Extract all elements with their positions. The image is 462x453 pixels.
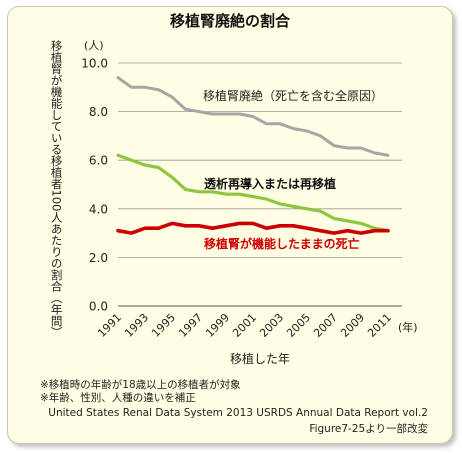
y-unit-label: (人): [84, 39, 104, 52]
x-tick-label: 1993: [122, 311, 151, 340]
chart-title: 移植腎廃絶の割合: [169, 12, 290, 30]
series-label-3: 移植腎が機能したままの死亡: [204, 236, 360, 251]
x-axis-label: 移植した年: [229, 352, 290, 366]
x-tick-label: 2011: [365, 311, 394, 340]
x-tick-label: 2007: [311, 311, 340, 340]
series-label-1: 移植腎廃絶（死亡を含む全原因）: [203, 88, 383, 103]
y-tick-label: 0.0: [89, 300, 108, 314]
y-axis-label: 移植腎が機能している移植者100人あたりの割合（年間）: [49, 40, 64, 338]
footnote-age: ※移植時の年齢が18歳以上の移植者が対象: [40, 379, 241, 391]
y-tick-label: 4.0: [89, 202, 108, 216]
y-tick-label: 8.0: [89, 105, 108, 119]
y-tick-label: 2.0: [89, 251, 108, 265]
x-tick-label: 2003: [257, 311, 286, 340]
x-tick-label: 2009: [338, 311, 367, 340]
x-unit-label: (年): [398, 320, 418, 334]
x-tick-label: 1999: [203, 311, 232, 340]
series-label-2: 透析再導入または再移植: [204, 176, 336, 191]
x-tick-label: 1991: [95, 311, 124, 340]
source-figure: Figure7-25より一部改変: [309, 423, 428, 435]
source-citation: United States Renal Data System 2013 USR…: [48, 407, 428, 419]
series-line-2: [116, 153, 390, 233]
x-tick-label: 1997: [176, 311, 205, 340]
footnote-adjustment: ※年齢、性別、人種の違いを補正: [40, 392, 196, 404]
series-line-3: [116, 221, 390, 235]
x-tick-label: 2005: [284, 311, 313, 340]
y-tick-label: 6.0: [89, 154, 108, 168]
series-line-1: [116, 76, 390, 157]
x-tick-label: 2001: [230, 311, 259, 340]
x-tick-label: 1995: [149, 311, 178, 340]
y-tick-label: 10.0: [81, 57, 108, 71]
